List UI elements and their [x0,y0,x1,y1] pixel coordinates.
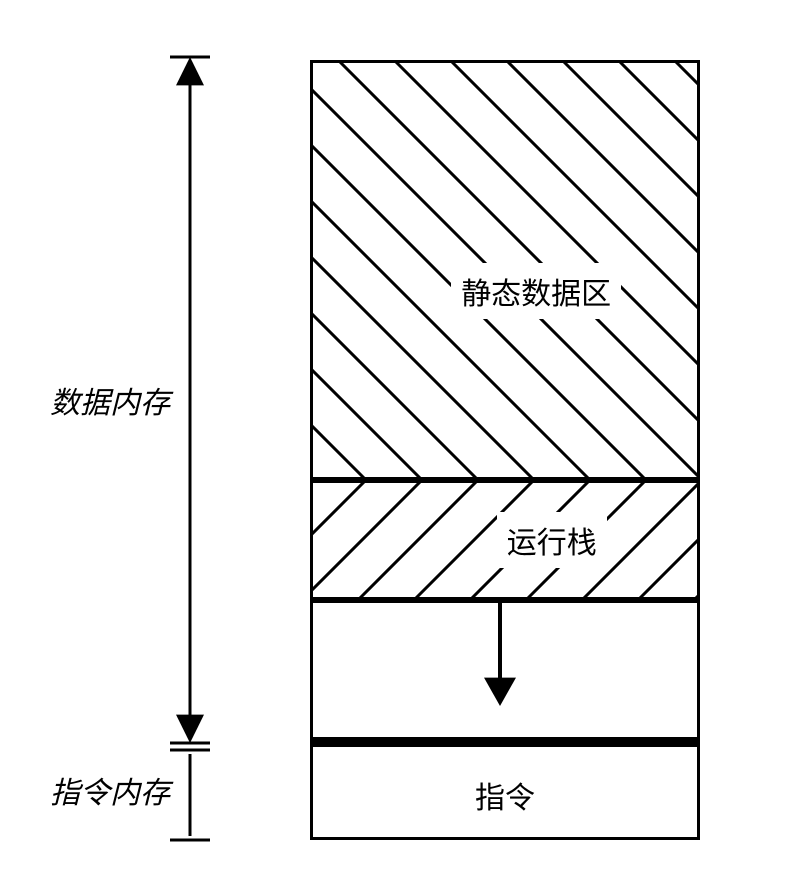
diagram-canvas: 静态数据区 运行栈 指令 数据内存 指令内存 [0,0,810,890]
stack-grow-arrow [0,0,810,890]
